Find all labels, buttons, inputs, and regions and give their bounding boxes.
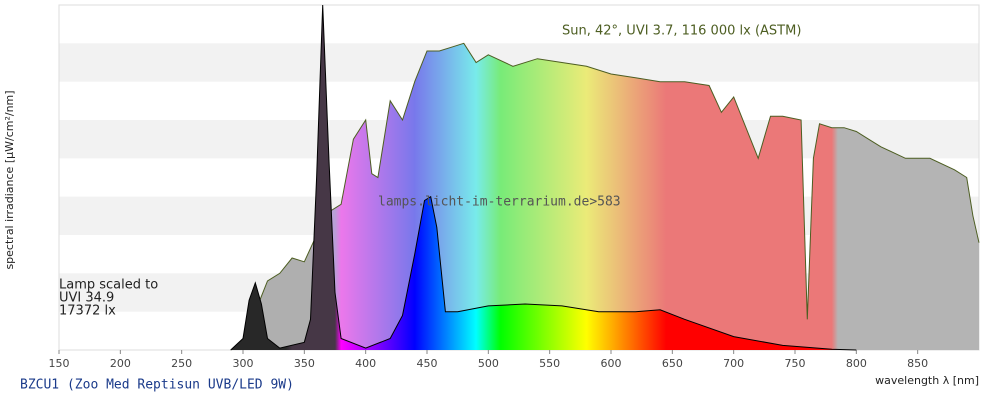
sun-label: Sun, 42°, UVI 3.7, 116 000 lx (ASTM) — [562, 24, 801, 39]
lamp-name: BZCU1 (Zoo Med Reptisun UVB/LED 9W) — [20, 378, 294, 393]
x-tick-label: 150 — [49, 357, 70, 370]
x-tick-label: 750 — [785, 357, 806, 370]
x-tick-label: 500 — [478, 357, 499, 370]
x-tick-label: 450 — [417, 357, 438, 370]
annotation: UVI 34.9 — [59, 291, 114, 306]
x-tick-label: 550 — [539, 357, 560, 370]
x-axis-label: wavelength λ [nm] — [875, 374, 979, 387]
y-axis-label: spectral irradiance [µW/cm²/nm] — [3, 90, 16, 269]
series-line — [230, 42, 980, 351]
x-tick-label: 400 — [355, 357, 376, 370]
x-tick-label: 650 — [662, 357, 683, 370]
x-tick-label: 850 — [907, 357, 928, 370]
x-tick-label: 800 — [846, 357, 867, 370]
x-tick-label: 350 — [294, 357, 315, 370]
x-tick-label: 700 — [723, 357, 744, 370]
x-tick-label: 300 — [233, 357, 254, 370]
x-tick-label: 200 — [110, 357, 131, 370]
series-line — [230, 4, 857, 351]
x-tick-label: 250 — [171, 357, 192, 370]
annotation: 17372 lx — [59, 304, 116, 319]
annotation: Lamp scaled to — [59, 278, 158, 293]
watermark: lamps.licht-im-terrarium.de>583 — [378, 195, 621, 210]
x-tick-label: 600 — [601, 357, 622, 370]
